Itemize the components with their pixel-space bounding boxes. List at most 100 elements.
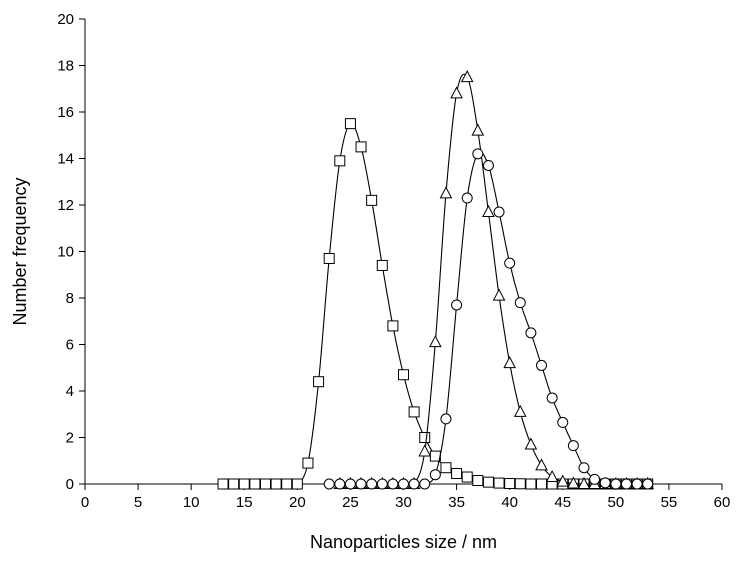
data-point-square [525, 478, 537, 490]
data-point-triangle [471, 123, 485, 136]
series-triangle [333, 70, 655, 489]
series-line-square [223, 122, 648, 485]
x-tick-label: 50 [607, 494, 624, 511]
data-point-triangle [545, 469, 559, 483]
data-point-square [376, 259, 388, 271]
data-point-square [228, 478, 240, 490]
series-layer [217, 70, 655, 490]
data-point-triangle [482, 204, 495, 217]
data-point-circle [589, 473, 601, 485]
data-point-square [323, 252, 335, 264]
data-point-circle [376, 478, 388, 490]
data-point-triangle [418, 444, 432, 457]
data-point-circle [620, 478, 632, 490]
data-point-square [472, 475, 484, 487]
y-axis-title: Number frequency [10, 177, 30, 325]
data-point-triangle [450, 86, 463, 99]
data-point-square [291, 478, 303, 490]
x-tick-label: 30 [395, 494, 412, 511]
data-point-circle [408, 478, 420, 490]
data-point-square [398, 369, 409, 381]
data-point-square [514, 478, 526, 490]
data-point-circle [482, 159, 494, 171]
data-point-square [451, 468, 463, 480]
data-point-circle [557, 416, 569, 428]
data-point-triangle [429, 335, 442, 348]
data-point-square [493, 477, 505, 489]
y-tick-label: 18 [57, 58, 74, 75]
data-point-circle [567, 440, 579, 452]
data-point-circle [366, 478, 378, 490]
y-tick-label: 4 [66, 383, 74, 400]
data-point-circle [344, 478, 356, 490]
data-point-circle [642, 478, 654, 490]
series-circle [323, 148, 654, 490]
data-point-triangle [503, 356, 516, 369]
data-point-square [217, 478, 229, 490]
data-point-square [313, 376, 325, 388]
data-point-triangle [577, 476, 591, 489]
x-tick-label: 15 [236, 494, 253, 511]
data-point-circle [525, 327, 537, 339]
data-point-square [355, 141, 367, 153]
y-tick-label: 0 [66, 476, 74, 493]
series-square [217, 118, 654, 490]
y-tick-label: 6 [66, 337, 74, 354]
data-point-circle [536, 359, 548, 371]
x-tick-label: 25 [342, 494, 359, 511]
data-point-circle [387, 478, 399, 490]
data-point-square [259, 478, 271, 490]
data-point-circle [546, 392, 558, 404]
y-tick-label: 12 [57, 197, 74, 214]
data-point-triangle [535, 458, 548, 471]
y-tick-label: 16 [57, 104, 74, 121]
y-tick-label: 8 [66, 290, 74, 307]
data-point-square [482, 476, 494, 488]
data-point-square [440, 462, 452, 474]
data-point-triangle [492, 288, 506, 301]
y-tick-label: 14 [57, 151, 74, 168]
data-point-circle [451, 299, 463, 311]
data-point-square [419, 432, 431, 443]
data-point-square [302, 457, 314, 469]
data-point-square [249, 478, 261, 490]
data-point-square [344, 118, 356, 130]
x-tick-label: 45 [554, 494, 571, 511]
data-point-circle [504, 257, 516, 269]
data-point-square [536, 478, 548, 490]
data-point-circle [429, 469, 441, 481]
data-point-circle [599, 477, 611, 489]
x-tick-label: 60 [714, 494, 731, 511]
data-point-square [334, 155, 346, 167]
data-point-square [366, 194, 378, 206]
data-point-circle [334, 478, 346, 490]
data-point-circle [493, 206, 505, 218]
x-tick-label: 10 [183, 494, 200, 511]
x-tick-label: 20 [289, 494, 306, 511]
data-point-circle [419, 478, 431, 490]
y-tick-label: 10 [57, 244, 74, 261]
data-point-circle [578, 462, 590, 474]
x-tick-label: 55 [661, 494, 678, 511]
data-point-square [461, 471, 473, 483]
y-tick-label: 2 [66, 430, 74, 447]
data-point-triangle [460, 70, 474, 83]
data-point-circle [398, 478, 409, 490]
data-point-circle [472, 148, 484, 160]
data-point-square [387, 320, 399, 332]
x-tick-label: 35 [448, 494, 465, 511]
axes: 0 5 10 15 20 25 30 35 40 45 50 55 60 0 2 4 6 8 10 12 14 16 18 2… [57, 11, 730, 511]
x-tick-label: 5 [134, 494, 142, 511]
data-point-circle [355, 478, 367, 490]
data-point-triangle [567, 476, 580, 489]
data-point-circle [631, 478, 643, 490]
data-point-square [281, 478, 293, 490]
x-tick-label: 0 [81, 494, 89, 511]
series-line-triangle [339, 73, 648, 485]
data-point-square [408, 406, 420, 418]
data-point-square [270, 478, 282, 490]
data-point-square [504, 478, 516, 490]
data-point-circle [610, 478, 622, 490]
